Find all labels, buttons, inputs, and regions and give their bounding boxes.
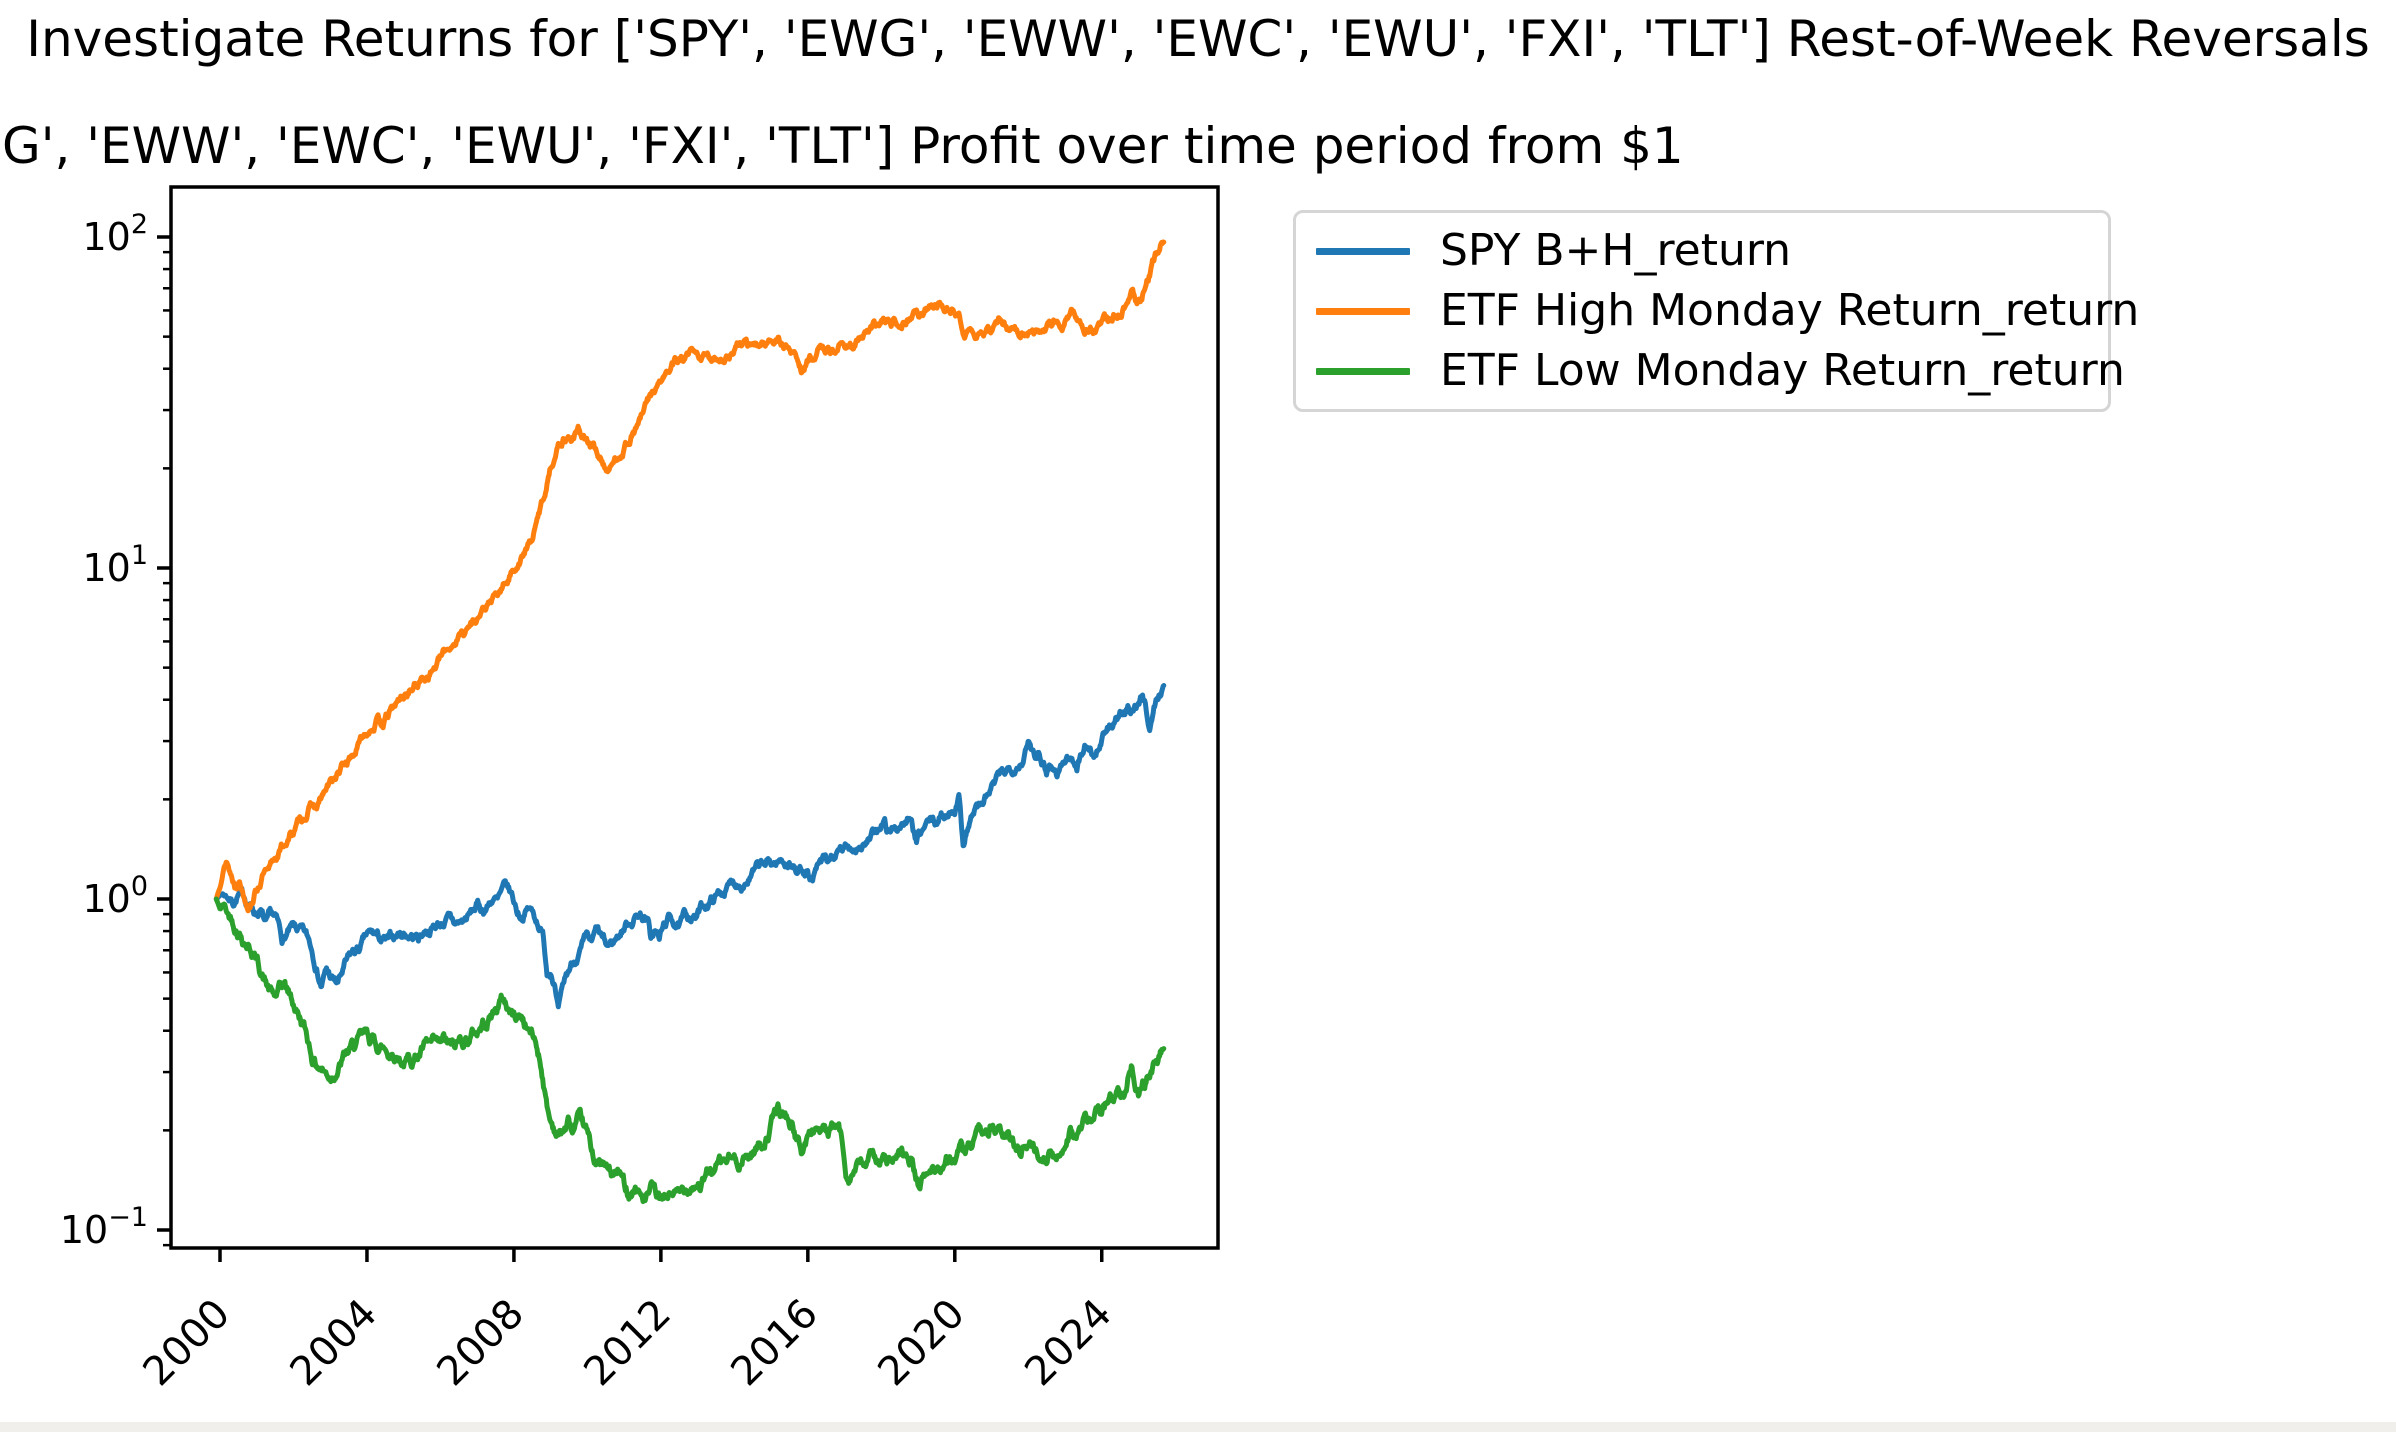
axes-title-truncated: G', 'EWW', 'EWC', 'EWU', 'FXI', 'TLT'] P… bbox=[2, 117, 1684, 175]
legend-line-swatch bbox=[1316, 247, 1410, 255]
x-tick-label-2004: 2004 bbox=[282, 1291, 387, 1396]
legend-item-label: ETF High Monday Return_return bbox=[1440, 285, 2140, 336]
x-tick-label-2008: 2008 bbox=[428, 1291, 533, 1396]
legend-line-swatch bbox=[1316, 307, 1410, 315]
bottom-panel-edge bbox=[0, 1422, 2396, 1432]
legend: SPY B+H_return ETF High Monday Return_ret… bbox=[1293, 210, 2139, 412]
y-tick-label-10e0: 100 bbox=[82, 871, 148, 921]
legend-item-1: SPY B+H_return bbox=[1316, 229, 2108, 273]
y-tick-label-10e1: 101 bbox=[82, 540, 148, 590]
y-tick-label-10e2: 102 bbox=[82, 209, 148, 259]
series-line-etf-low-monday-return-return bbox=[213, 896, 1167, 1205]
series-line-spy-b-h-return bbox=[213, 683, 1167, 1010]
x-tick-label-2000: 2000 bbox=[135, 1291, 240, 1396]
series-line-etf-high-monday-return-return bbox=[213, 239, 1167, 914]
axes: 102 101 100 10−1 2000 2004 2008 2012 2016 2020 202… bbox=[60, 185, 1220, 1396]
x-tick-label-2016: 2016 bbox=[722, 1291, 827, 1396]
legend-line-swatch bbox=[1316, 367, 1410, 375]
figure-title: Investigate Returns for ['SPY', 'EWG', '… bbox=[26, 10, 2370, 68]
x-tick-label-2024: 2024 bbox=[1016, 1291, 1121, 1396]
legend-item-3: ETF Low Monday Return_return bbox=[1316, 349, 2125, 393]
y-tick-label-10e-1: 10−1 bbox=[60, 1202, 148, 1252]
x-tick-label-2012: 2012 bbox=[575, 1291, 680, 1396]
plot-spines bbox=[169, 185, 1220, 1250]
x-tick-label-2020: 2020 bbox=[869, 1291, 974, 1396]
series-lines bbox=[213, 239, 1167, 1205]
legend-item-label: SPY B+H_return bbox=[1440, 225, 1792, 276]
legend-item-label: ETF Low Monday Return_return bbox=[1440, 345, 2125, 396]
legend-item-2: ETF High Monday Return_return bbox=[1316, 289, 2139, 333]
